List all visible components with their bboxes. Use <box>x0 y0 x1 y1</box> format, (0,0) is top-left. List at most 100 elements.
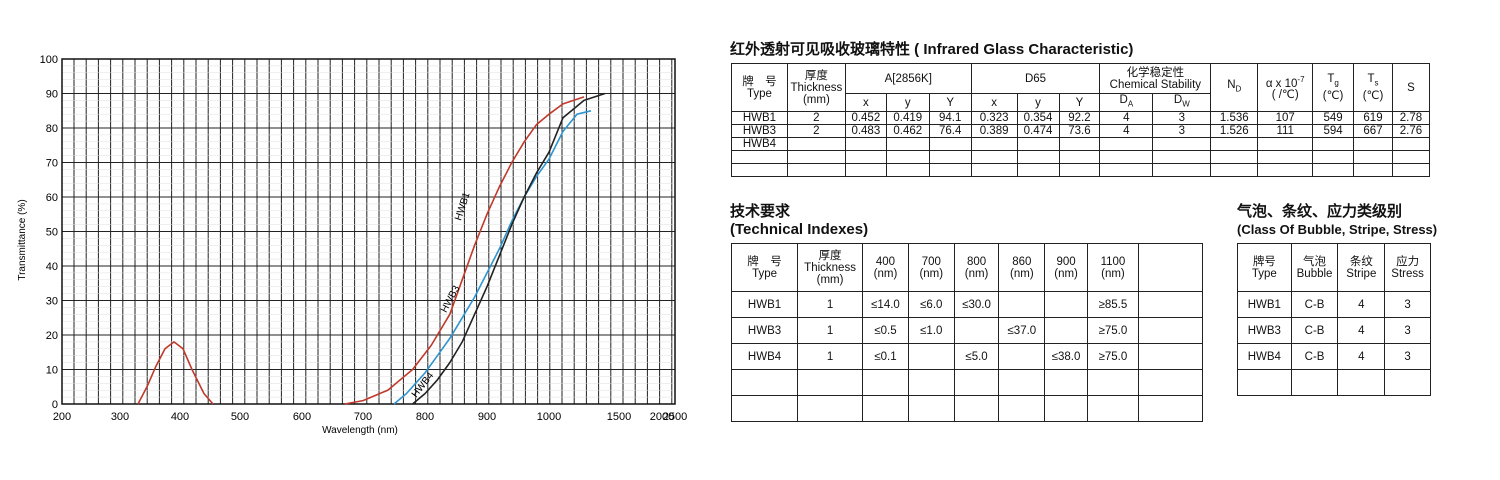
tech-cell-w400 <box>862 395 909 422</box>
tech-head-1100: 1100 (nm) <box>1086 243 1140 292</box>
ir-cell-ax <box>844 163 887 177</box>
ir-cell-aY: 94.1 <box>928 111 972 125</box>
ir-cell-ax: 0.452 <box>844 111 887 125</box>
bubble-title: 气泡、条纹、应力类级别 (Class Of Bubble, Stripe, St… <box>1237 203 1437 239</box>
x-tick-label: 700 <box>354 411 372 423</box>
tech-cell-type <box>730 395 799 422</box>
bubble-title-cn: 气泡、条纹、应力类级别 <box>1237 203 1403 220</box>
tech-cell-w900 <box>1044 317 1088 344</box>
ir-cell-ts <box>1353 137 1393 151</box>
x-tick-label: 200 <box>53 411 71 423</box>
tech-head-800: 800 (nm) <box>953 243 1000 292</box>
bub-cell-bubble: C-B <box>1290 343 1339 370</box>
technical-title-en: (Technical Indexes) <box>730 221 869 238</box>
tech-cell-w800 <box>953 395 1000 422</box>
ir-cell-dy <box>1016 150 1060 164</box>
y-tick-label: 80 <box>46 123 58 135</box>
ir-cell-ax <box>844 137 887 151</box>
ir-row: HWB4 <box>731 137 1431 151</box>
ir-head-type: 牌 号 Type <box>731 63 788 112</box>
bub-cell-bubble <box>1290 369 1339 396</box>
y-tick-label: 10 <box>46 365 58 377</box>
bub-row <box>1237 369 1431 396</box>
ir-cell-type: HWB4 <box>731 137 788 151</box>
tech-cell-w860 <box>998 291 1046 318</box>
ir-cell-ay <box>885 150 930 164</box>
ir-cell-alpha: 107 <box>1257 111 1314 125</box>
ir-cell-ts <box>1353 163 1393 177</box>
x-tick-label: 400 <box>171 411 189 423</box>
ir-cell-alpha <box>1257 137 1314 151</box>
curve-label-hwb1: HWB1 <box>453 191 473 222</box>
bub-cell-stress: 3 <box>1384 343 1431 370</box>
tech-cell-thick: 1 <box>797 317 864 344</box>
tech-cell-thick <box>797 395 864 422</box>
bub-cell-stress: 3 <box>1384 291 1431 318</box>
tech-cell-blank <box>1138 395 1203 422</box>
ir-cell-nd <box>1210 150 1259 164</box>
tech-cell-w800 <box>953 369 1000 396</box>
ir-cell-s: 2.78 <box>1391 111 1431 125</box>
tech-cell-w400: ≤0.1 <box>862 343 909 370</box>
ir-head-dx: x <box>970 93 1018 112</box>
tech-cell-blank <box>1138 343 1203 370</box>
tech-cell-w1100: ≥75.0 <box>1086 317 1140 344</box>
ir-head-dY: Y <box>1058 93 1101 112</box>
bub-head-stress: 应力 Stress <box>1384 243 1431 292</box>
x-tick-label: 300 <box>111 411 129 423</box>
ir-cell-type <box>731 150 788 164</box>
x-tick-label: 1000 <box>537 411 561 423</box>
tech-head-900: 900 (nm) <box>1044 243 1088 292</box>
tech-cell-w700: ≤6.0 <box>907 291 955 318</box>
bub-head-type: 牌号 Type <box>1237 243 1292 292</box>
ir-cell-dw <box>1152 150 1212 164</box>
ir-cell-tg: 594 <box>1312 124 1355 138</box>
tech-cell-w400 <box>862 369 909 396</box>
ir-head-d65: D65 <box>970 63 1101 94</box>
tech-cell-w860 <box>998 343 1046 370</box>
ir-cell-s <box>1391 137 1431 151</box>
tech-row: HWB4 1 ≤0.1 ≤5.0 ≤38.0 ≥75.0 <box>730 343 1203 370</box>
tech-cell-thick <box>797 369 864 396</box>
y-tick-label: 60 <box>46 192 58 204</box>
tech-cell-w700 <box>907 343 955 370</box>
ir-cell-s <box>1391 163 1431 177</box>
tech-cell-w860 <box>998 395 1046 422</box>
ir-head-thickness: 厚度 Thickness (mm) <box>786 63 846 112</box>
ir-cell-dY <box>1058 163 1101 177</box>
ir-row: HWB3 2 0.483 0.462 76.4 0.389 0.474 73.6 4 3 1.526… <box>731 124 1431 138</box>
tech-cell-w800 <box>953 317 1000 344</box>
curve-hwb3 <box>394 111 675 404</box>
bub-cell-stripe: 4 <box>1337 343 1386 370</box>
infrared-table: 牌 号 Type 厚度 Thickness (mm) A[2856K] D65 化学稳… <box>731 63 1431 177</box>
tech-cell-w1100 <box>1086 395 1140 422</box>
ir-cell-ay: 0.419 <box>885 111 930 125</box>
ir-cell-tg <box>1312 163 1355 177</box>
ir-head-ts: Ts (℃) <box>1353 63 1393 112</box>
ir-cell-da <box>1099 150 1154 164</box>
ir-row: HWB1 2 0.452 0.419 94.1 0.323 0.354 92.2 4 3 1.536… <box>731 111 1431 125</box>
tech-cell-w900 <box>1044 395 1088 422</box>
ir-cell-tg <box>1312 137 1355 151</box>
ir-head-ay: y <box>885 93 930 112</box>
ir-cell-dy <box>1016 137 1060 151</box>
tech-cell-w1100 <box>1086 369 1140 396</box>
curve-label-hwb3: HWB3 <box>439 284 462 315</box>
ir-cell-ts <box>1353 150 1393 164</box>
bub-cell-stripe: 4 <box>1337 317 1386 344</box>
ir-cell-dY: 92.2 <box>1058 111 1101 125</box>
chart-grid <box>61 58 676 405</box>
ir-cell-thick <box>786 163 846 177</box>
tech-cell-blank <box>1138 291 1203 318</box>
y-tick-label: 50 <box>46 227 58 239</box>
bub-cell-stress: 3 <box>1384 317 1431 344</box>
bub-row: HWB3 C-B 4 3 <box>1237 317 1431 344</box>
transmittance-chart: 0 10 20 30 40 50 60 70 80 90 100 200 300 400 500 600 70… <box>17 54 687 436</box>
ir-cell-aY: 76.4 <box>928 124 972 138</box>
ir-cell-da <box>1099 163 1154 177</box>
bub-body: HWB1 C-B 4 3 HWB3 C-B 4 3 HWB4 C-B 4 3 <box>1237 291 1431 396</box>
ir-cell-aY <box>928 150 972 164</box>
tech-cell-w900: ≤38.0 <box>1044 343 1088 370</box>
tech-cell-w400: ≤0.5 <box>862 317 909 344</box>
